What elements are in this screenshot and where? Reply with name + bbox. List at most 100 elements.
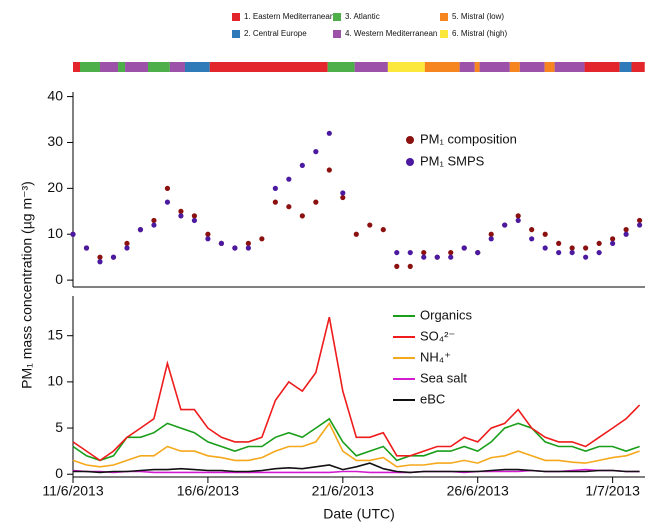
legend-label: SO₄²⁻	[420, 328, 455, 343]
air-mass-segment	[327, 62, 355, 72]
legend-marker	[406, 136, 414, 144]
data-point	[569, 249, 575, 256]
data-point	[218, 240, 224, 247]
data-point	[488, 236, 494, 242]
data-point	[97, 259, 103, 265]
data-point	[556, 249, 562, 256]
data-point	[610, 240, 616, 247]
data-point	[313, 199, 319, 205]
air-mass-segment	[387, 62, 425, 72]
legend-swatch	[333, 30, 341, 38]
data-point	[394, 263, 400, 269]
data-point	[178, 213, 184, 219]
air-mass-segment	[424, 62, 460, 72]
data-point	[299, 213, 305, 219]
data-point	[596, 249, 602, 256]
data-point	[461, 245, 467, 251]
air-mass-segment	[619, 62, 632, 72]
data-point	[556, 240, 562, 247]
data-point	[164, 185, 171, 191]
legend-label: 1. Eastern Mediterranean	[244, 12, 334, 21]
data-point	[529, 236, 535, 242]
x-tick-label: 16/6/2013	[177, 483, 239, 499]
data-point	[340, 190, 346, 196]
air-mass-segment	[125, 62, 149, 72]
data-point	[407, 249, 413, 256]
legend-label: NH₄⁺	[420, 349, 451, 364]
y-tick-label: 20	[47, 179, 63, 195]
y-tick-label: 15	[47, 326, 63, 342]
air-mass-segment	[354, 62, 388, 72]
data-point	[475, 249, 481, 256]
y-tick-label: 10	[47, 373, 63, 389]
data-point	[448, 254, 454, 260]
data-point	[380, 227, 386, 233]
data-point	[623, 227, 629, 233]
air-mass-segment	[184, 62, 210, 72]
data-point	[394, 249, 400, 256]
air-mass-segment	[73, 62, 81, 72]
data-point	[151, 217, 157, 224]
data-point	[542, 231, 548, 237]
data-point	[583, 245, 589, 251]
data-line	[72, 317, 641, 462]
data-point	[637, 217, 643, 224]
data-point	[421, 249, 427, 256]
data-point	[151, 222, 157, 228]
air-mass-segment	[118, 62, 126, 72]
data-point	[407, 263, 413, 269]
legend-label: Organics	[420, 307, 473, 322]
data-point	[272, 199, 278, 205]
legend-label: 2. Central Europe	[244, 29, 307, 38]
data-point	[245, 245, 251, 251]
air-mass-segment	[479, 62, 510, 72]
data-point	[326, 130, 332, 136]
legend-label: 3. Atlantic	[345, 12, 380, 21]
data-point	[421, 254, 427, 260]
data-point	[583, 254, 589, 260]
data-point	[326, 167, 332, 173]
data-point	[191, 217, 198, 224]
data-point	[110, 254, 117, 260]
data-point	[259, 236, 265, 242]
legend-swatch	[333, 13, 341, 21]
legend-label: 5. Mistral (low)	[452, 12, 504, 21]
y-axis-label: PM₁ mass concentration (µg m⁻³)	[19, 181, 35, 389]
legend-label: 4. Western Mediterranean	[345, 29, 437, 38]
legend-label: PM₁ composition	[420, 131, 517, 146]
air-mass-segment	[544, 62, 555, 72]
y-tick-label: 30	[47, 133, 63, 149]
air-mass-segment	[80, 62, 100, 72]
data-point	[488, 231, 494, 237]
x-axis-label: Date (UTC)	[323, 506, 395, 522]
x-tick-label: 11/6/2013	[42, 483, 103, 499]
data-point	[340, 194, 346, 201]
y-tick-label: 0	[55, 271, 63, 287]
data-line	[73, 462, 640, 474]
data-point	[70, 231, 76, 237]
air-mass-segment	[584, 62, 620, 72]
data-point	[232, 245, 238, 251]
data-point	[448, 249, 454, 256]
y-tick-label: 10	[47, 225, 63, 241]
data-point	[137, 227, 144, 233]
legend-swatch	[440, 30, 448, 38]
legend-label: 6. Mistral (high)	[452, 29, 507, 38]
legend-marker	[406, 158, 414, 166]
data-point	[272, 185, 278, 191]
data-point	[286, 204, 292, 210]
data-point	[313, 149, 319, 155]
data-point	[299, 162, 305, 169]
data-line	[72, 421, 640, 468]
data-point	[596, 240, 602, 247]
air-mass-segment	[99, 62, 119, 72]
data-point	[542, 245, 548, 251]
air-mass-segment	[474, 62, 480, 72]
data-point	[502, 222, 508, 228]
data-point	[191, 213, 198, 219]
air-mass-segment	[209, 62, 328, 72]
air-mass-segment	[509, 62, 520, 72]
air-mass-segment	[148, 62, 170, 72]
data-point	[286, 176, 292, 182]
